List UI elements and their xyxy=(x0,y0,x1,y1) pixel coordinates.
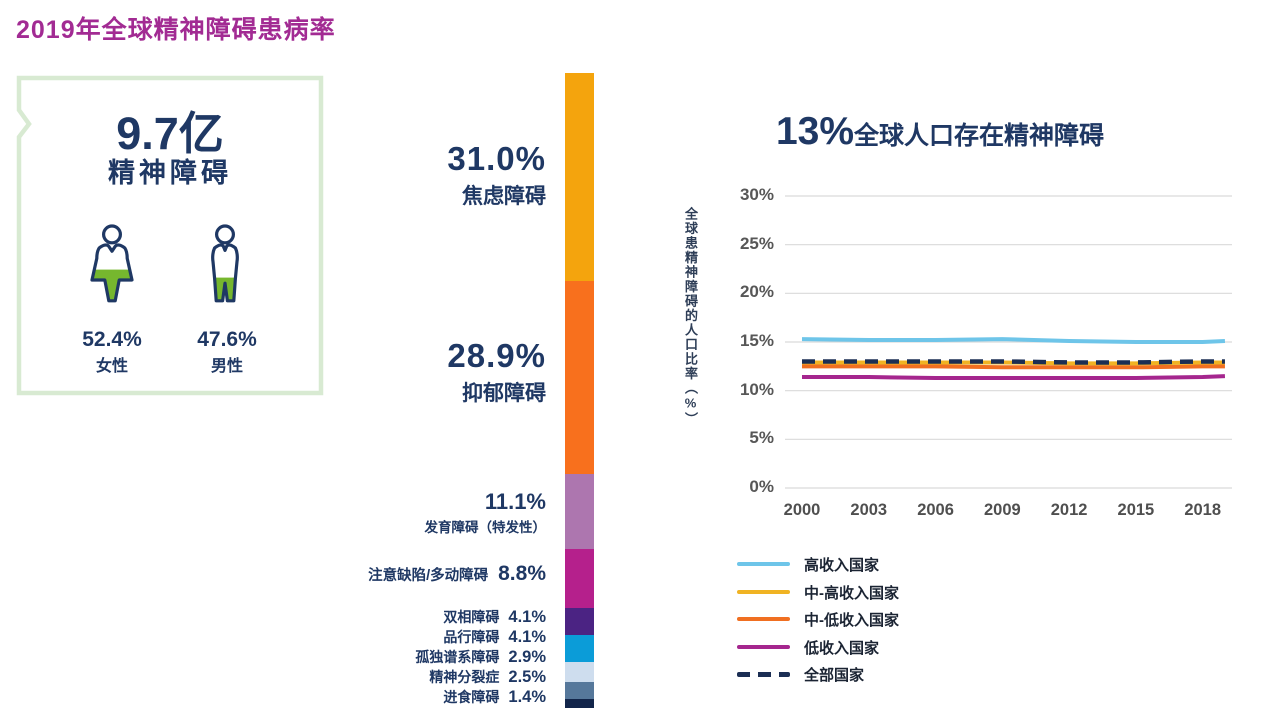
series-line xyxy=(801,337,1226,345)
legend-label: 高收入国家 xyxy=(804,556,880,574)
bar-segment xyxy=(565,280,594,475)
male-percent: 47.6% xyxy=(197,328,257,351)
line-chart-title: 13%全球人口存在精神障碍 xyxy=(690,110,1190,154)
legend: 高收入国家中-高收入国家 中-低收入国家 低收入国家全部国家 xyxy=(737,554,1057,694)
bar-value: 8.8% xyxy=(498,562,546,585)
y-tick-label: 5% xyxy=(749,428,774,448)
y-tick-label: 10% xyxy=(739,379,774,399)
bar-value: 4.1% xyxy=(508,608,546,626)
x-tick-label: 2006 xyxy=(917,501,954,519)
bar-segment xyxy=(565,548,594,608)
legend-item: 全部国家 xyxy=(737,664,864,684)
series-line xyxy=(802,359,1225,365)
stat-box-border xyxy=(16,75,324,396)
x-tick-label: 2009 xyxy=(983,501,1021,519)
bar-value: 11.1% xyxy=(484,489,546,514)
bar-segment xyxy=(565,634,594,663)
legend-label: 全部国家 xyxy=(804,666,865,684)
stacked-bar xyxy=(565,73,594,708)
series-line xyxy=(802,374,1226,381)
bar-label: 注意缺陷/多动障碍 8.8% xyxy=(368,562,546,586)
bar-segment xyxy=(565,474,594,549)
x-tick-label: 2018 xyxy=(1184,501,1222,519)
stat-subtitle: 精神障碍 xyxy=(108,158,232,189)
legend-line-swatch xyxy=(737,589,790,595)
legend-item: 高收入国家 xyxy=(737,554,879,574)
legend-line-swatch xyxy=(737,616,790,622)
y-tick-label: 0% xyxy=(749,477,774,496)
legend-item: 中-高收入国家 xyxy=(737,582,899,602)
bar-label: 11.1% 发育障碍（特发性） xyxy=(425,490,547,536)
legend-label: 中-低收入国家 xyxy=(804,611,899,629)
page-title: 2019年全球精神障碍患病率 xyxy=(16,16,336,44)
bar-label: 品行障碍 4.1% xyxy=(443,627,546,647)
bar-category: 注意缺陷/多动障碍 xyxy=(368,568,489,584)
bar-category: 发育障碍（特发性） xyxy=(424,520,547,535)
y-tick-label: 15% xyxy=(739,331,774,350)
chart-title-percent: 13% xyxy=(775,110,855,153)
bar-value: 1.4% xyxy=(508,688,546,706)
bar-label: 31.0% 焦虑障碍 xyxy=(447,141,546,209)
y-tick-label: 25% xyxy=(739,233,774,253)
bar-segment xyxy=(565,607,594,635)
y-tick-label: 30% xyxy=(739,185,774,204)
bar-label: 精神分裂症 2.5% xyxy=(429,667,546,687)
bar-category: 焦虑障碍 xyxy=(462,185,546,208)
x-tick-label: 2012 xyxy=(1050,501,1088,519)
bar-labels: 31.0% 焦虑障碍 28.9% 抑郁障碍 11.1% 发育障碍（特发性） 注意缺陷/多动障… xyxy=(290,0,546,722)
x-tick-label: 2015 xyxy=(1117,501,1155,519)
x-tick-label: 2000 xyxy=(783,501,821,519)
legend-label: 中-高收入国家 xyxy=(804,584,899,602)
bar-value: 2.9% xyxy=(508,648,546,666)
line-chart-svg xyxy=(785,195,1232,489)
legend-item: 中-低收入国家 xyxy=(737,609,899,629)
y-axis-title: 全球患精神障碍的人口比率（%） xyxy=(683,207,698,427)
legend-line-swatch xyxy=(737,644,790,650)
stat-headline: 9.7亿 xyxy=(116,108,224,159)
male-label: 男性 xyxy=(210,358,243,375)
bar-label: 双相障碍 4.1% xyxy=(443,607,546,627)
legend-label: 低收入国家 xyxy=(804,639,880,657)
bar-category: 品行障碍 xyxy=(443,629,500,645)
bar-value: 2.5% xyxy=(508,668,546,686)
bar-value: 31.0% xyxy=(447,140,546,177)
chart-title-text: 全球人口存在精神障碍 xyxy=(854,122,1105,150)
series-line xyxy=(802,364,1225,370)
female-percent: 52.4% xyxy=(82,328,142,351)
female-label: 女性 xyxy=(95,358,128,375)
legend-line-swatch xyxy=(737,671,790,677)
female-icon xyxy=(90,224,134,303)
bar-segment xyxy=(565,698,594,708)
bar-category: 进食障碍 xyxy=(443,689,500,705)
bar-segment xyxy=(565,681,594,699)
bar-category: 双相障碍 xyxy=(443,609,500,625)
bar-segment xyxy=(565,73,594,281)
x-tick-label: 2003 xyxy=(850,501,888,519)
male-icon xyxy=(211,224,239,303)
bar-category: 抑郁障碍 xyxy=(462,382,546,405)
legend-item: 低收入国家 xyxy=(737,637,879,657)
bar-label: 28.9% 抑郁障碍 xyxy=(447,338,546,406)
bar-category: 精神分裂症 xyxy=(429,669,500,685)
bar-category: 孤独谱系障碍 xyxy=(415,649,500,665)
bar-label: 孤独谱系障碍 2.9% xyxy=(415,647,546,667)
bar-value: 4.1% xyxy=(508,628,546,646)
legend-line-swatch xyxy=(737,561,790,567)
bar-label: 进食障碍 1.4% xyxy=(443,687,546,707)
y-tick-label: 20% xyxy=(739,282,774,302)
bar-value: 28.9% xyxy=(447,337,546,374)
bar-segment xyxy=(565,662,594,682)
